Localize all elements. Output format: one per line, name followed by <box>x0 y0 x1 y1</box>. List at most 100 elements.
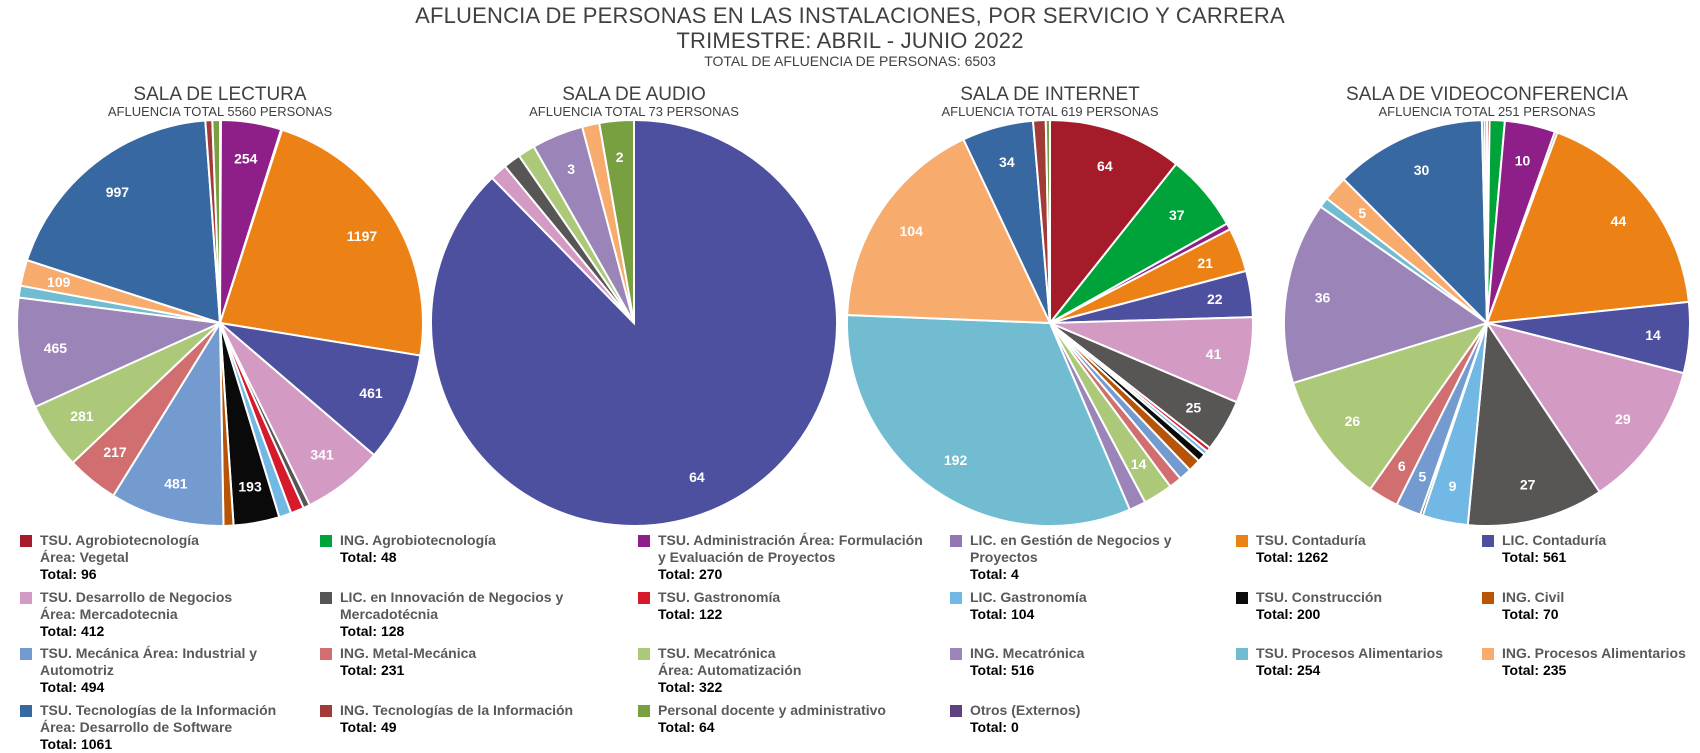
slice-label: 104 <box>900 223 924 239</box>
slice-label: 461 <box>359 385 383 401</box>
pie-slice <box>218 128 424 357</box>
pie-slice <box>1044 118 1051 324</box>
slice-label: 5 <box>1358 205 1366 221</box>
pie-slice <box>1049 118 1178 326</box>
slice-label: 36 <box>1315 289 1331 305</box>
slice-label: 9 <box>1449 478 1457 494</box>
pie-slice <box>1484 321 1685 494</box>
legend-item: ING. Metal-Mecánica Total: 231 <box>320 645 610 679</box>
legend-label: TSU. Contaduría <box>1256 532 1366 548</box>
legend-label: TSU. Mecatrónica Área: Automatización <box>658 645 802 678</box>
slice-label: 41 <box>1206 346 1222 362</box>
legend-item: TSU. Mecánica Área: Industrial y Automotr… <box>20 645 310 696</box>
slice-label: 37 <box>1169 207 1185 223</box>
slice-label: 192 <box>944 452 968 468</box>
legend-item: LIC. en Innovación de Negocios y Mercadot… <box>320 589 610 640</box>
pie-title: SALA DE VIDEOCONFERENCIA <box>1346 84 1628 105</box>
legend-swatch <box>638 592 650 604</box>
slice-label: 254 <box>234 151 258 167</box>
legend-label: LIC. Contaduría <box>1502 532 1607 548</box>
slice-label: 341 <box>310 447 334 463</box>
legend-item: Personal docente y administrativo Total: … <box>638 702 928 736</box>
legend-total: Total: 96 <box>40 566 97 582</box>
slice-label: 30 <box>1414 162 1430 178</box>
legend-swatch <box>950 705 962 717</box>
legend-label: TSU. Administración Área: Formulación y E… <box>658 532 923 565</box>
slice-label: 465 <box>44 340 68 356</box>
slice-label: 10 <box>1515 152 1531 168</box>
slice-label: 281 <box>70 408 94 424</box>
legend-swatch <box>320 592 332 604</box>
legend-item: ING. Procesos Alimentarios Total: 235 <box>1482 645 1700 679</box>
slice-label: 21 <box>1197 255 1213 271</box>
slice-label: 25 <box>1186 399 1202 415</box>
legend-swatch <box>1236 592 1248 604</box>
legend-swatch <box>20 592 32 604</box>
slice-label: 64 <box>1097 158 1113 174</box>
legend-label: TSU. Gastronomía <box>658 589 781 605</box>
legend-label: TSU. Agrobiotecnología Área: Vegetal <box>40 532 199 565</box>
legend-swatch <box>1236 535 1248 547</box>
legend-swatch <box>950 592 962 604</box>
legend-label: LIC. en Innovación de Negocios y Mercadot… <box>340 589 564 622</box>
legend-swatch <box>638 648 650 660</box>
pie-title: SALA DE INTERNET <box>960 84 1140 105</box>
slice-label: 5 <box>1419 468 1427 484</box>
legend-item: Otros (Externos) Total: 0 <box>950 702 1240 736</box>
legend-label: TSU. Mecánica Área: Industrial y Automotr… <box>40 645 258 678</box>
pie-title: SALA DE LECTURA <box>133 84 306 105</box>
legend-label: LIC. en Gestión de Negocios y Proyectos <box>970 532 1172 565</box>
legend-label: TSU. Procesos Alimentarios <box>1256 645 1443 661</box>
legend-label: ING. Civil <box>1502 589 1565 605</box>
slice-label: 26 <box>1345 413 1361 429</box>
legend-total: Total: 516 <box>970 662 1035 678</box>
slice-label: 109 <box>47 274 71 290</box>
chart-total: TOTAL DE AFLUENCIA DE PERSONAS: 6503 <box>704 53 996 69</box>
legend-total: Total: 70 <box>1502 606 1559 622</box>
legend-total: Total: 64 <box>658 719 715 735</box>
legend-total: Total: 4 <box>970 566 1019 582</box>
legend-total: Total: 270 <box>658 566 723 582</box>
legend-item: ING. Agrobiotecnología Total: 48 <box>320 532 610 566</box>
chart-title: AFLUENCIA DE PERSONAS EN LAS INSTALACION… <box>415 3 1285 28</box>
legend-label: Otros (Externos) <box>970 702 1081 718</box>
legend-total: Total: 48 <box>340 549 397 565</box>
chart-subtitle: TRIMESTRE: ABRIL - JUNIO 2022 <box>676 28 1024 53</box>
pie-slice <box>16 296 224 409</box>
slice-label: 14 <box>1645 327 1661 343</box>
legend-total: Total: 561 <box>1502 549 1567 565</box>
legend-swatch <box>1482 592 1494 604</box>
slice-label: 6 <box>1398 458 1406 474</box>
legend-total: Total: 494 <box>40 679 105 695</box>
legend-swatch <box>20 648 32 660</box>
legend-swatch <box>20 705 32 717</box>
legend-item: TSU. Tecnologías de la Información Área: … <box>20 702 310 753</box>
legend-item: LIC. en Gestión de Negocios y Proyectos To… <box>950 532 1240 583</box>
slice-label: 27 <box>1520 476 1536 492</box>
legend-label: ING. Tecnologías de la Información <box>340 702 574 718</box>
pie-slice <box>1342 119 1489 326</box>
pie-subtitle: AFLUENCIA TOTAL 619 PERSONAS <box>942 104 1159 119</box>
slice-label: 3 <box>567 161 575 177</box>
legend-item: TSU. Desarrollo de Negocios Área: Mercado… <box>20 589 310 640</box>
legend-total: Total: 235 <box>1502 662 1567 678</box>
legend-label: ING. Agrobiotecnología <box>340 532 496 548</box>
legend-total: Total: 200 <box>1256 606 1321 622</box>
legend-label: ING. Procesos Alimentarios <box>1502 645 1686 661</box>
pie-slice <box>1291 321 1490 491</box>
legend-total: Total: 104 <box>970 606 1035 622</box>
legend-item: TSU. Agrobiotecnología Área: Vegetal Total… <box>20 532 310 583</box>
pie-slice <box>216 321 422 457</box>
pie-title: SALA DE AUDIO <box>562 84 706 105</box>
pie-slice <box>846 138 1052 325</box>
legend-swatch <box>1482 535 1494 547</box>
legend-swatch <box>1236 648 1248 660</box>
legend-total: Total: 49 <box>340 719 397 735</box>
slice-label: 14 <box>1131 456 1147 472</box>
legend-label: TSU. Tecnologías de la Información Área: … <box>40 702 277 735</box>
slice-label: 2 <box>616 149 624 165</box>
legend-swatch <box>20 535 32 547</box>
